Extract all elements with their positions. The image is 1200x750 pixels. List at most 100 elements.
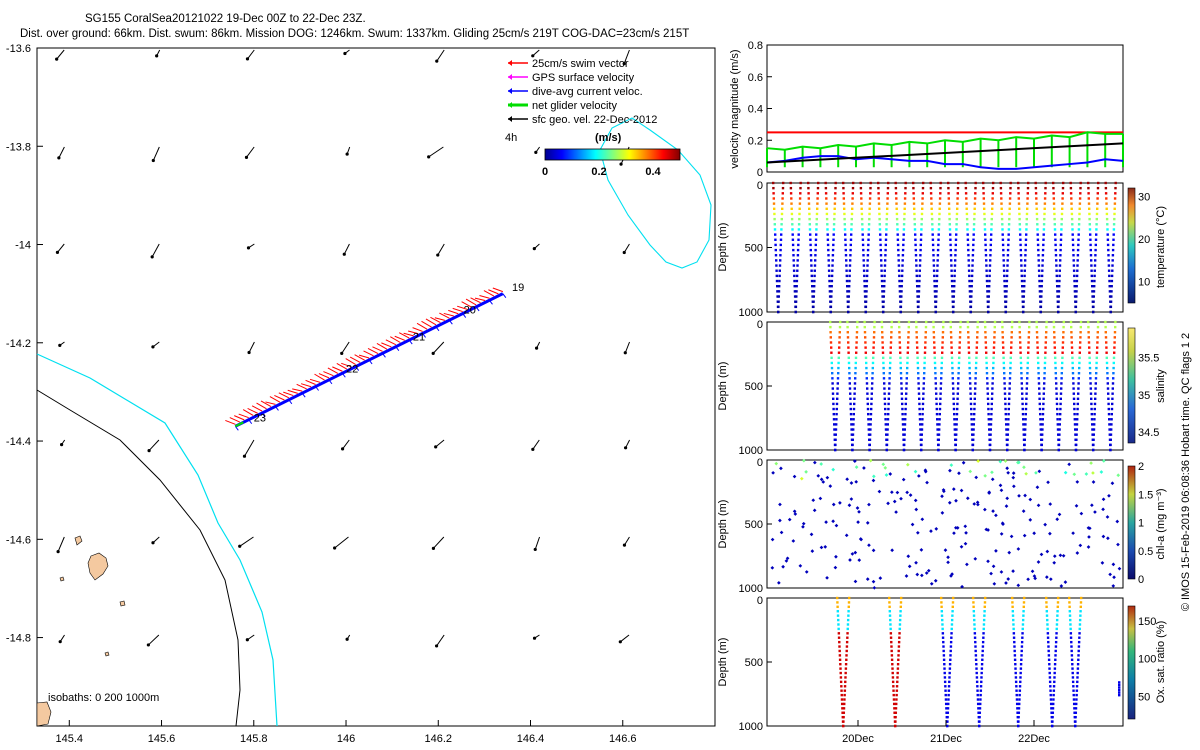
salinity-point [974, 366, 978, 370]
salinity-point [887, 412, 890, 416]
temperature-point [814, 238, 818, 241]
chla-point [924, 571, 929, 575]
salinity-point [1072, 377, 1075, 380]
salinity-point [888, 387, 891, 390]
geo-vector [532, 439, 540, 450]
swim-vector [274, 394, 285, 401]
salinity-point [904, 402, 907, 406]
salinity-point [1054, 366, 1057, 370]
temperature-point [827, 248, 830, 252]
chla-point [872, 474, 876, 479]
temperature-point [949, 248, 952, 252]
salinity-point [852, 412, 855, 416]
temperature-point [914, 238, 917, 241]
temperature-point [810, 259, 813, 262]
salinity-point [1076, 402, 1079, 406]
salinity-point [970, 423, 973, 426]
temperature-point [915, 264, 918, 267]
temperature-point [1072, 259, 1075, 262]
temperature-point [1096, 192, 1099, 195]
salinity-point [1043, 382, 1046, 385]
oxygen-point [1011, 605, 1014, 609]
chla-point [999, 488, 1004, 493]
salinity-point [832, 407, 835, 411]
temperature-point [845, 279, 849, 283]
chla-point [838, 501, 842, 505]
temperature-point [915, 279, 919, 283]
temperature-point [866, 264, 869, 267]
salinity-point [906, 346, 910, 349]
temperature-point [930, 217, 934, 221]
chla-point [793, 512, 798, 516]
temperature-point [842, 181, 845, 185]
temperature-point [827, 259, 830, 262]
salinity-point [1036, 336, 1039, 339]
temperature-point [780, 223, 783, 226]
chla-point [904, 574, 909, 578]
oxygen-point [1048, 663, 1051, 666]
oxygen-point [942, 649, 945, 653]
oxygen-point [943, 671, 946, 675]
swim-vector [470, 297, 481, 304]
salinity-ylabel: Depth (m) [717, 362, 729, 411]
chla-point [1006, 470, 1010, 475]
salinity-point [972, 423, 975, 426]
salinity-point [1006, 433, 1009, 436]
temperature-point [982, 181, 985, 185]
salinity-point [973, 407, 976, 411]
oxygen-point [1071, 671, 1074, 675]
salinity-point [1038, 387, 1041, 390]
temperature-point [809, 248, 812, 252]
chla-point [798, 563, 803, 568]
oxygen-point [838, 649, 841, 653]
oxygen-point [846, 623, 850, 626]
salinity-point [956, 387, 960, 390]
oxygen-point [982, 627, 985, 631]
temperature-point [1037, 259, 1040, 262]
temperature-point [939, 186, 942, 190]
salinity-point [1074, 428, 1077, 431]
temperature-point [1022, 295, 1025, 298]
salinity-point [936, 428, 939, 431]
oxygen-point [1049, 685, 1052, 688]
temperature-point [886, 197, 889, 200]
velocity-y-ticks: 00.20.40.60.8 [748, 40, 772, 179]
salinity-point [889, 361, 892, 365]
chla-point [1048, 531, 1052, 536]
temperature-point [984, 243, 987, 247]
salinity-point [922, 387, 925, 390]
salinity-point [1088, 356, 1091, 360]
salinity-point [969, 402, 973, 406]
salinity-point [1052, 325, 1056, 329]
salinity-point [1009, 356, 1012, 360]
depth-tick-label: 500 [745, 657, 763, 669]
salinity-point [899, 356, 902, 360]
salinity-point [937, 443, 940, 447]
salinity-point [1071, 372, 1075, 375]
salinity-point [870, 397, 873, 400]
salinity-point [882, 361, 885, 365]
chla-point [779, 466, 783, 471]
salinity-point [921, 412, 924, 416]
chla-point [865, 577, 870, 581]
salinity-point [1003, 387, 1006, 390]
salinity-point [907, 341, 910, 344]
oxygen-point [974, 645, 977, 648]
temperature-point [849, 238, 853, 241]
salinity-point [954, 443, 957, 447]
salinity-point [993, 341, 996, 344]
chla-point [929, 529, 933, 533]
day-label: 22 [346, 363, 358, 375]
oxygen-point [1013, 640, 1016, 644]
salinity-point [1092, 433, 1095, 436]
geo-vector-head [150, 255, 154, 259]
temperature-point [991, 197, 994, 200]
chla-point [963, 541, 968, 546]
chla-point [920, 517, 925, 522]
salinity-point [992, 361, 995, 365]
salinity-point [1107, 412, 1111, 416]
salinity-point [1037, 366, 1040, 370]
salinity-point [1025, 392, 1028, 395]
salinity-point [1111, 387, 1114, 390]
chla-point [770, 537, 775, 542]
